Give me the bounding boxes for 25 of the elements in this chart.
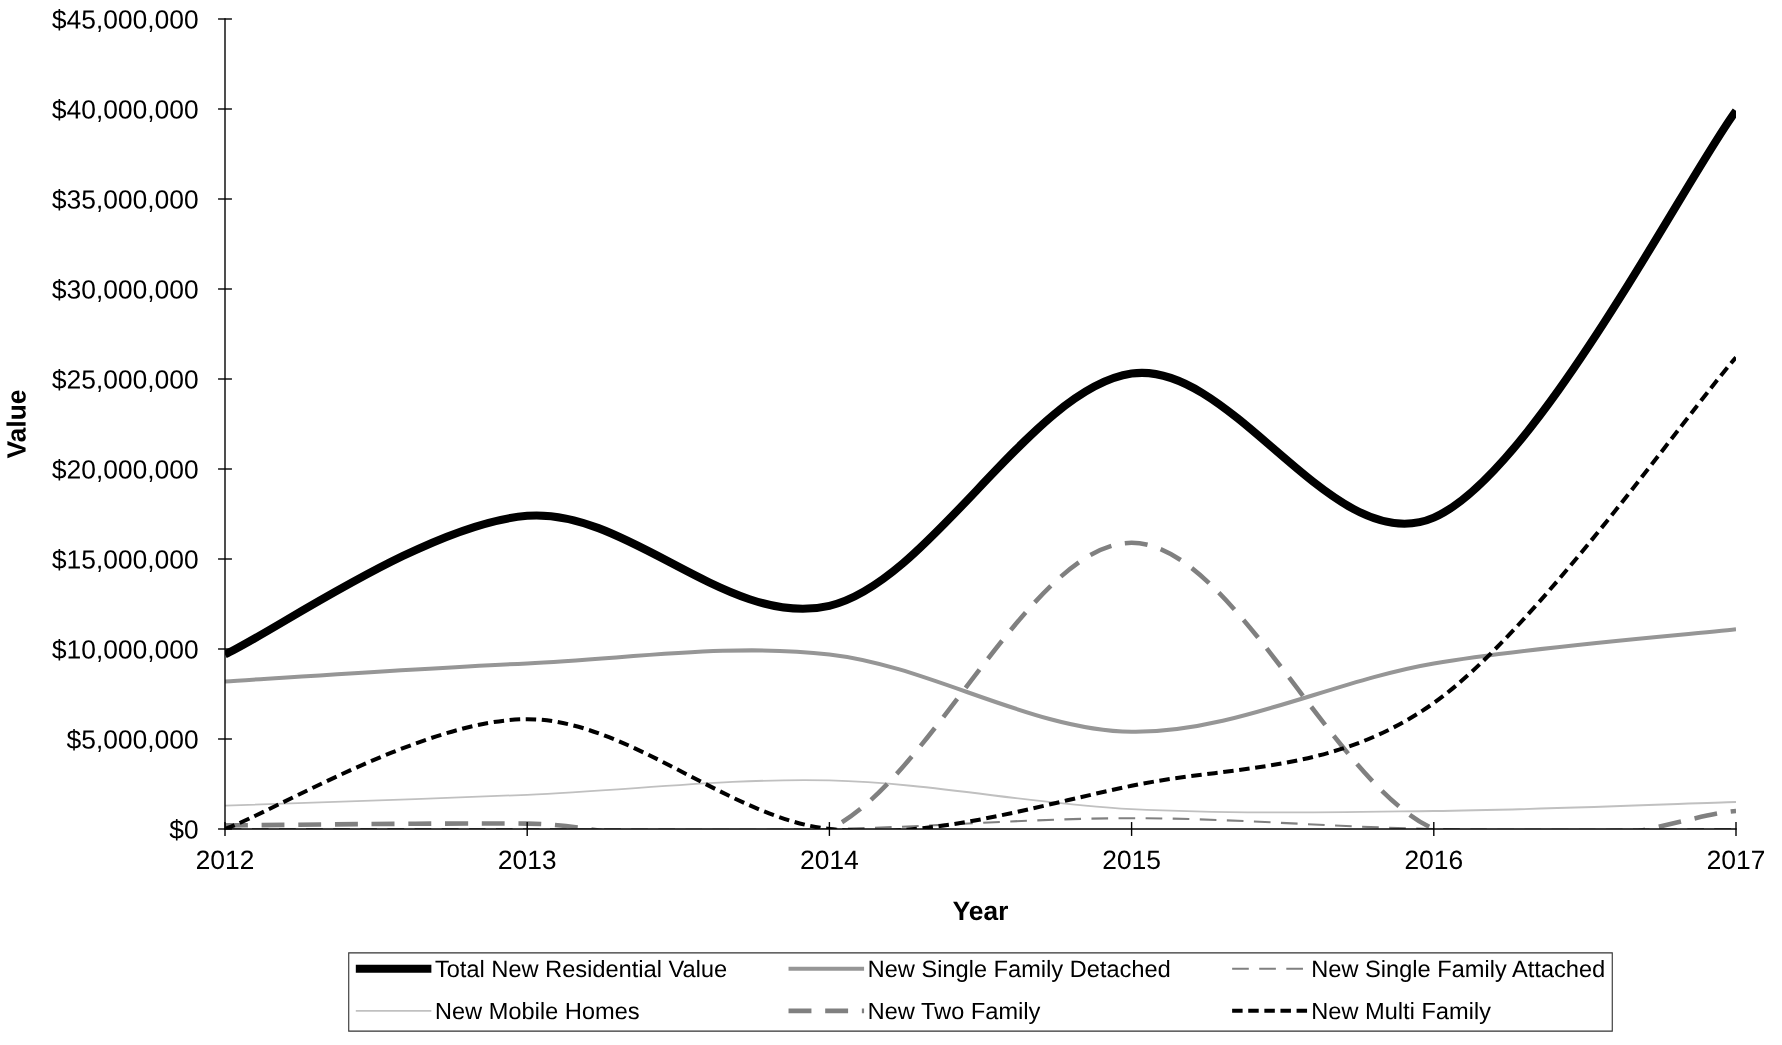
- y-tick-label: $30,000,000: [52, 279, 198, 302]
- x-tick-label: 2015: [1103, 850, 1160, 870]
- x-tick-label: 2012: [196, 850, 254, 870]
- legend-label: New Single Family Attached: [1313, 959, 1604, 982]
- y-tick-label: $45,000,000: [52, 9, 198, 32]
- x-tick-label: 2013: [499, 850, 556, 870]
- y-tick-label: $20,000,000: [52, 459, 198, 482]
- y-tick-label: $0: [169, 819, 198, 841]
- y-tick-label: $5,000,000: [66, 729, 198, 752]
- line-series: [225, 627, 1736, 734]
- y-tick-label: $15,000,000: [52, 549, 198, 572]
- y-tick-label: $10,000,000: [52, 639, 198, 662]
- y-axis-title: Value: [6, 390, 26, 459]
- x-tick-label: 2017: [1707, 850, 1765, 870]
- x-axis-title: Year: [953, 901, 1008, 921]
- y-tick-label: $35,000,000: [52, 189, 198, 212]
- y-tick-label: $40,000,000: [52, 99, 198, 122]
- legend-label: New Mobile Homes: [436, 1002, 639, 1020]
- y-tick-label: $25,000,000: [52, 369, 198, 392]
- x-tick-label: 2014: [801, 850, 858, 870]
- legend-label: New Multi Family: [1313, 1002, 1491, 1025]
- x-tick-label: 2016: [1405, 850, 1462, 870]
- legend-label: New Two Family: [869, 1002, 1041, 1025]
- legend-label: New Single Family Detached: [869, 959, 1170, 982]
- legend-label: Total New Residential Value: [435, 959, 727, 978]
